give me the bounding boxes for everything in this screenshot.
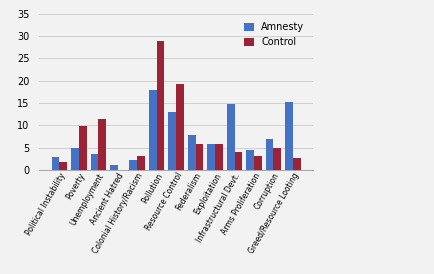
Bar (234, 152, 242, 170)
Bar (98, 119, 106, 170)
Bar (137, 156, 145, 170)
Bar (226, 104, 234, 170)
Bar (292, 158, 300, 170)
Bar (207, 144, 214, 170)
Bar (129, 160, 137, 170)
Bar (195, 144, 203, 170)
Bar (273, 148, 281, 170)
Bar (71, 149, 79, 170)
Bar (79, 126, 86, 170)
Bar (214, 144, 222, 170)
Bar (176, 84, 184, 170)
Bar (52, 157, 59, 170)
Bar (253, 156, 261, 170)
Bar (148, 90, 156, 170)
Bar (265, 139, 273, 170)
Bar (285, 102, 292, 170)
Bar (156, 41, 164, 170)
Bar (110, 165, 118, 170)
Legend: Amnesty, Control: Amnesty, Control (240, 19, 308, 51)
Bar (246, 150, 253, 170)
Bar (90, 154, 98, 170)
Bar (59, 162, 67, 170)
Bar (168, 112, 176, 170)
Bar (187, 135, 195, 170)
